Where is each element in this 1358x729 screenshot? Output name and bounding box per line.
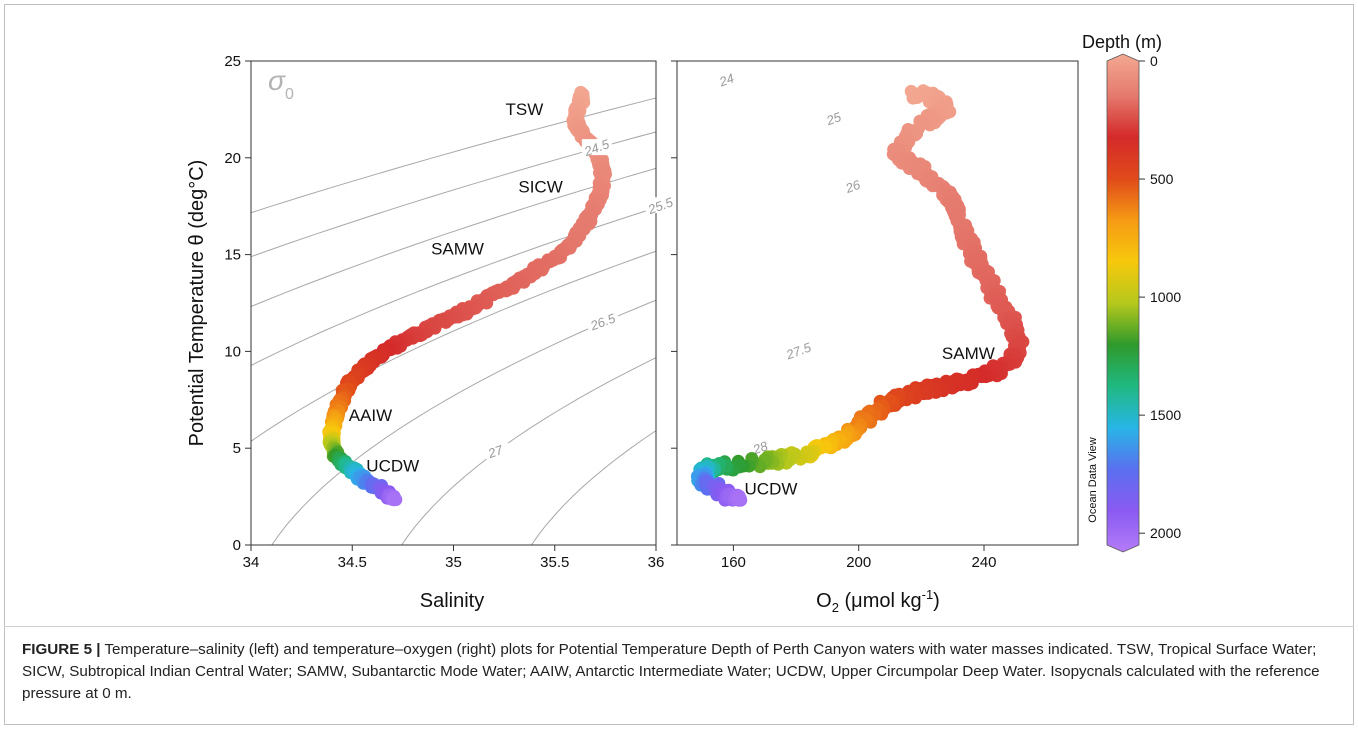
y-tick-label: 10 xyxy=(224,343,241,360)
ts-water-mass-labels: TSW SICW SAMW AAIW UCDW xyxy=(349,100,563,475)
caption-text: Temperature–salinity (left) and temperat… xyxy=(22,641,1320,702)
isopycnal-label: 27 xyxy=(485,442,505,462)
to-x-axis-title-o: O xyxy=(816,590,832,612)
sigma-symbol: σ xyxy=(268,65,286,96)
x-tick-label: 200 xyxy=(846,554,871,571)
caption-label: FIGURE 5 | xyxy=(22,641,101,658)
caption-divider xyxy=(4,626,1354,627)
isopycnal-line xyxy=(251,207,656,367)
colorbar-tick-label: 0 xyxy=(1150,53,1158,69)
figure-caption: FIGURE 5 | Temperature–salinity (left) a… xyxy=(22,639,1342,705)
colorbar-tick-label: 500 xyxy=(1150,171,1174,187)
isopycnal-label-bg xyxy=(711,71,742,88)
ts-x-axis-title: Salinity xyxy=(420,590,484,612)
isopycnal-line xyxy=(251,131,656,258)
figure-frame xyxy=(4,4,1354,725)
isopycnal-label-bg xyxy=(838,177,869,194)
x-tick-label: 35 xyxy=(445,554,462,571)
isopycnal-label-bg xyxy=(480,443,511,460)
isopycnal-line xyxy=(401,357,656,545)
colorbar-title: Depth (m) xyxy=(1082,32,1162,52)
isopycnal-label: 25 xyxy=(823,109,843,129)
x-tick-label: 240 xyxy=(972,554,997,571)
to-y-axis xyxy=(671,60,677,546)
to-x-axis-title-end: ) xyxy=(933,590,940,612)
isopycnal-line xyxy=(251,167,656,308)
colorbar-tick-label: 2000 xyxy=(1150,525,1181,541)
isopycnal-label-bg xyxy=(588,313,619,330)
x-tick-label: 35.5 xyxy=(540,554,569,571)
to-profile-points xyxy=(690,84,1030,507)
y-tick-label: 20 xyxy=(224,150,241,167)
isopycnal-label-bg xyxy=(581,139,612,156)
isopycnal-line xyxy=(251,97,656,214)
water-mass-label: UCDW xyxy=(366,456,419,475)
to-x-axis-title-unit: (μmol kg xyxy=(839,590,922,612)
isopycnal-line xyxy=(530,430,656,545)
water-mass-label: TSW xyxy=(505,100,543,119)
water-mass-label: UCDW xyxy=(745,480,798,499)
colorbar-tick-label: 1500 xyxy=(1150,407,1181,423)
depth-colorbar: Depth (m) 0 500 1000 1500 2000 Ocean Data Vi… xyxy=(1082,32,1181,553)
isopycnal-label-bg xyxy=(783,342,814,359)
ts-y-axis: 0 5 10 15 20 25 xyxy=(224,53,251,554)
ts-x-axis: 34 34.5 35 35.5 36 xyxy=(243,545,665,571)
x-tick-label: 34.5 xyxy=(338,554,367,571)
isopycnal-line xyxy=(251,250,656,442)
water-mass-label: SAMW xyxy=(431,240,484,259)
colorbar-tick-label: 1000 xyxy=(1150,289,1181,305)
x-tick-label: 36 xyxy=(648,554,665,571)
to-x-axis: 160 200 240 xyxy=(721,545,997,571)
isopycnal-label-bg xyxy=(645,197,676,214)
to-water-mass-labels: SAMW UCDW xyxy=(745,344,995,499)
to-x-axis-title-sub: 2 xyxy=(832,600,839,615)
isopycnal-label: 24 xyxy=(716,70,736,89)
y-tick-label: 25 xyxy=(224,53,241,70)
ts-plot-frame xyxy=(250,60,657,546)
water-mass-label: SAMW xyxy=(942,344,995,363)
ts-profile-points xyxy=(322,85,612,507)
y-tick-label: 5 xyxy=(233,440,241,457)
isopycnal-line xyxy=(271,299,656,545)
isopycnal-label: 26 xyxy=(843,177,863,197)
x-tick-label: 160 xyxy=(721,554,746,571)
colorbar-bar xyxy=(1106,53,1140,553)
y-tick-label: 15 xyxy=(224,247,241,264)
ocean-data-view-watermark: Ocean Data View xyxy=(1087,437,1099,522)
to-x-axis-title-sup: -1 xyxy=(922,587,934,602)
ts-y-axis-title: Potential Temperature θ (deg°C) xyxy=(186,160,208,447)
water-mass-label: AAIW xyxy=(349,406,392,425)
isopycnal-label-bg xyxy=(818,110,849,127)
y-tick-label: 0 xyxy=(233,537,241,554)
profile-point xyxy=(388,493,402,506)
profile-point xyxy=(733,492,747,506)
sigma-subscript: 0 xyxy=(285,86,294,103)
to-plot-frame xyxy=(676,60,1079,546)
to-x-axis-title: O2 (μmol kg-1) xyxy=(816,587,940,615)
to-plot: 160 200 240 SAMW UCDW O2 (μmol kg-1) xyxy=(671,60,1079,615)
isopycnal-lines xyxy=(251,97,656,545)
water-mass-label: SICW xyxy=(518,178,562,197)
x-tick-label: 34 xyxy=(243,554,260,571)
colorbar-ticks: 0 500 1000 1500 2000 xyxy=(1139,53,1181,541)
